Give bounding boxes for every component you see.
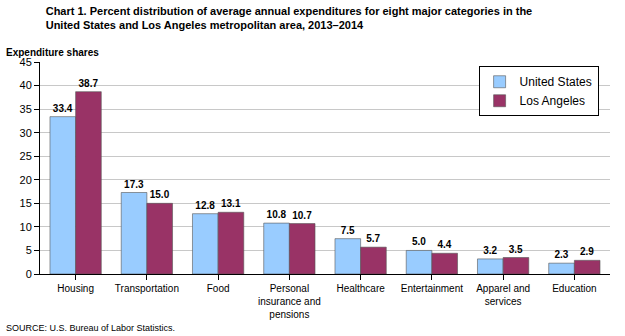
svg-text:Housing: Housing: [57, 283, 94, 294]
svg-text:33.4: 33.4: [53, 103, 73, 114]
svg-text:4.4: 4.4: [438, 239, 452, 250]
svg-text:10: 10: [20, 221, 32, 233]
svg-text:Chart 1. Percent distribution: Chart 1. Percent distribution of average…: [46, 5, 533, 31]
svg-text:SOURCE: U.S. Bureau of Labor S: SOURCE: U.S. Bureau of Labor Statistics.: [6, 323, 175, 333]
svg-text:Food: Food: [207, 283, 230, 294]
svg-text:7.5: 7.5: [341, 225, 355, 236]
svg-text:Healthcare: Healthcare: [336, 283, 385, 294]
svg-text:15: 15: [20, 197, 32, 209]
svg-text:United States: United States: [520, 75, 592, 89]
svg-text:3.5: 3.5: [509, 244, 523, 255]
svg-text:Education: Education: [552, 283, 596, 294]
svg-text:12.8: 12.8: [195, 200, 215, 211]
svg-text:0: 0: [26, 268, 32, 280]
svg-text:38.7: 38.7: [79, 78, 99, 89]
svg-text:35: 35: [20, 103, 32, 115]
svg-text:13.1: 13.1: [221, 198, 241, 209]
svg-text:30: 30: [20, 127, 32, 139]
svg-text:5: 5: [26, 244, 32, 256]
svg-text:40: 40: [20, 79, 32, 91]
svg-text:Personalinsurance andpensions: Personalinsurance andpensions: [258, 283, 321, 320]
svg-text:10.7: 10.7: [292, 210, 312, 221]
svg-text:10.8: 10.8: [267, 209, 287, 220]
svg-text:Expenditure shares: Expenditure shares: [6, 47, 99, 58]
svg-text:Los Angeles: Los Angeles: [520, 94, 585, 108]
svg-text:2.3: 2.3: [554, 249, 568, 260]
svg-text:Transportation: Transportation: [115, 283, 179, 294]
svg-text:25: 25: [20, 150, 32, 162]
svg-text:2.9: 2.9: [580, 246, 594, 257]
svg-text:15.0: 15.0: [150, 189, 170, 200]
svg-text:5.0: 5.0: [412, 236, 426, 247]
svg-text:Entertainment: Entertainment: [401, 283, 463, 294]
svg-text:3.2: 3.2: [483, 245, 497, 256]
svg-text:5.7: 5.7: [366, 233, 380, 244]
svg-text:20: 20: [20, 174, 32, 186]
svg-text:17.3: 17.3: [124, 179, 144, 190]
svg-text:Apparel andservices: Apparel andservices: [476, 283, 530, 307]
svg-text:45: 45: [20, 56, 32, 68]
